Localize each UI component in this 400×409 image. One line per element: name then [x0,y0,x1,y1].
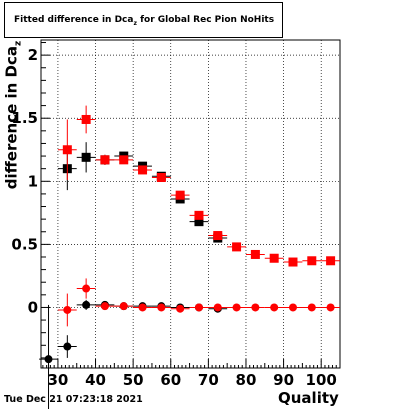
data-point-circle [82,300,91,309]
data-point-circle [138,303,147,312]
data-point-circle [307,303,316,312]
data-point-circle [288,303,297,312]
data-point-square [269,253,279,263]
data-point-circle [100,302,109,311]
data-point-square [288,257,298,267]
data-point-circle [251,303,260,312]
data-point-square [175,190,185,200]
y-axis-label: difference in Dcaz [2,40,24,190]
y-tick-label: 1.5 [11,109,38,127]
data-point-circle [63,342,72,351]
data-point-square [156,173,166,183]
data-point-square [326,256,336,266]
footer-timestamp: Tue Dec 21 07:23:18 2021 [4,394,143,405]
y-tick-label: 0 [28,298,38,316]
x-tick-label: 40 [85,371,106,389]
data-point-circle [232,303,241,312]
plot-frame [40,39,341,369]
x-tick-label: 70 [198,371,219,389]
data-point-circle [119,302,128,311]
x-tick-label: 60 [160,371,181,389]
data-point-circle [157,303,166,312]
x-tick-label: 80 [236,371,257,389]
y-tick-label: 2 [28,46,38,64]
data-point-square [119,155,129,165]
data-point-circle [270,303,279,312]
x-tick-label: 90 [273,371,294,389]
data-point-square [232,242,242,252]
data-point-square [194,217,204,227]
data-point-circle [63,305,72,314]
data-point-square [213,231,223,241]
data-point-circle [326,303,335,312]
data-point-square [100,155,110,165]
data-point-square [81,152,91,162]
data-point-square [138,165,148,175]
data-point-square [81,114,91,124]
data-point-circle [176,304,185,313]
x-tick-label: 30 [47,371,68,389]
data-point-square [62,145,72,155]
data-point-square [250,249,260,259]
y-tick-label: 1 [28,172,38,190]
x-axis-label: Quality [278,389,339,407]
chart-title: Fitted difference in Dcaz for Global Rec… [14,15,275,27]
data-point-circle [213,303,222,312]
data-point-circle [82,284,91,293]
data-point-square [194,210,204,220]
x-tick-label: 100 [306,371,337,389]
y-tick-label: 0.5 [11,235,38,253]
data-point-square [307,256,317,266]
data-point-circle [194,303,203,312]
data-point-circle [44,355,53,364]
x-tick-label: 50 [123,371,144,389]
chart-title-box: Fitted difference in Dcaz for Global Rec… [4,2,283,38]
